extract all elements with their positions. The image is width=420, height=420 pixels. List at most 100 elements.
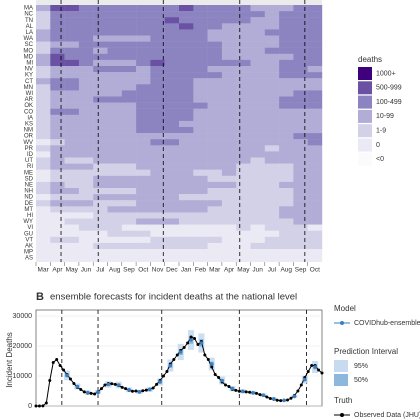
heat-cell (93, 41, 108, 48)
heat-cell (64, 194, 80, 201)
heat-cell (93, 53, 108, 61)
heat-cell (136, 200, 151, 207)
heat-cell (236, 139, 251, 146)
heat-cell (236, 157, 251, 164)
heat-cell (207, 151, 223, 158)
heat-cell (221, 5, 237, 12)
forecast-point (292, 394, 297, 399)
heat-cell (121, 78, 137, 85)
heat-cell (78, 139, 94, 146)
legend-swatch (358, 138, 372, 152)
heat-cell (93, 59, 108, 67)
heat-cell (179, 206, 194, 213)
heat-cell (207, 175, 223, 183)
heat-cell (36, 151, 51, 158)
heat-cell (193, 230, 208, 237)
heat-cell (136, 175, 151, 183)
heat-cell (307, 181, 323, 189)
heat-cell (93, 157, 108, 164)
heat-cell (136, 242, 151, 250)
row-label: HI (27, 213, 33, 219)
legend-label: 50% (354, 377, 368, 384)
heat-cell (279, 41, 294, 48)
truth-point (258, 393, 262, 397)
heat-cell (207, 114, 223, 122)
heat-cell (64, 66, 80, 73)
heat-cell (78, 236, 94, 244)
heat-cell (78, 96, 94, 103)
heat-cell (207, 102, 223, 109)
forecast-point (282, 398, 286, 403)
legend-swatch (334, 360, 348, 372)
heat-cell (193, 120, 208, 128)
heat-cell (236, 108, 251, 115)
truth-point (165, 370, 169, 373)
heat-cell (279, 194, 294, 201)
row-label: KS (25, 122, 33, 128)
heat-cell (264, 53, 280, 61)
x-tick-label: Nov (152, 267, 164, 274)
heat-cell (136, 157, 151, 164)
x-tick-label: Feb (195, 267, 207, 274)
heat-cell (179, 169, 194, 176)
heat-cell (150, 188, 165, 195)
heat-cell (50, 169, 65, 176)
heat-cell (164, 181, 180, 189)
heat-cell (250, 84, 265, 91)
heat-cell (107, 163, 122, 170)
heat-cell (236, 194, 251, 201)
heat-cell (207, 255, 223, 262)
heat-cell (207, 59, 223, 67)
heat-cell (93, 78, 108, 85)
heat-cell (193, 35, 208, 42)
heat-cell (164, 236, 180, 244)
heat-cell (207, 11, 223, 18)
heat-cell (136, 114, 151, 122)
truth-point (41, 404, 45, 408)
heat-cell (36, 242, 51, 250)
heat-cell (164, 29, 180, 36)
forecast-point (65, 373, 69, 378)
heat-cell (136, 41, 151, 48)
heat-cell (164, 78, 180, 85)
heat-cell (236, 47, 251, 54)
heat-cell (136, 249, 151, 256)
heat-cell (193, 181, 208, 189)
heat-cell (78, 145, 94, 152)
heat-cell (250, 212, 265, 219)
heat-cell (78, 59, 94, 67)
heat-cell (193, 249, 208, 256)
heat-cell (264, 181, 280, 189)
heat-cell (78, 78, 94, 85)
heat-cell (50, 151, 65, 158)
row-label: ME (24, 170, 33, 176)
heat-cell (121, 242, 137, 250)
heat-cell (293, 41, 308, 48)
heat-cell (293, 200, 308, 207)
heat-cell (293, 96, 308, 103)
heat-cell (121, 5, 137, 12)
heat-cell (207, 96, 223, 103)
heat-cell (193, 175, 208, 183)
heat-cell (150, 151, 165, 158)
forecast-point (158, 380, 162, 384)
heat-cell (164, 145, 180, 152)
heat-cell (64, 41, 80, 48)
heat-cell (293, 23, 308, 30)
truth-point (44, 401, 48, 405)
heat-cell (164, 17, 180, 24)
heat-cell (264, 96, 280, 103)
heat-cell (50, 157, 65, 164)
heat-cell (150, 90, 165, 97)
heat-cell (150, 29, 165, 36)
heat-cell (179, 145, 194, 152)
heat-cell (136, 188, 151, 195)
heat-cell (293, 47, 308, 54)
heat-cell (264, 47, 280, 54)
heat-cell (93, 255, 108, 262)
heat-cell (50, 145, 65, 152)
heat-cell (236, 90, 251, 97)
truth-point (134, 389, 138, 393)
heat-cell (207, 5, 223, 12)
heat-cell (193, 200, 208, 207)
